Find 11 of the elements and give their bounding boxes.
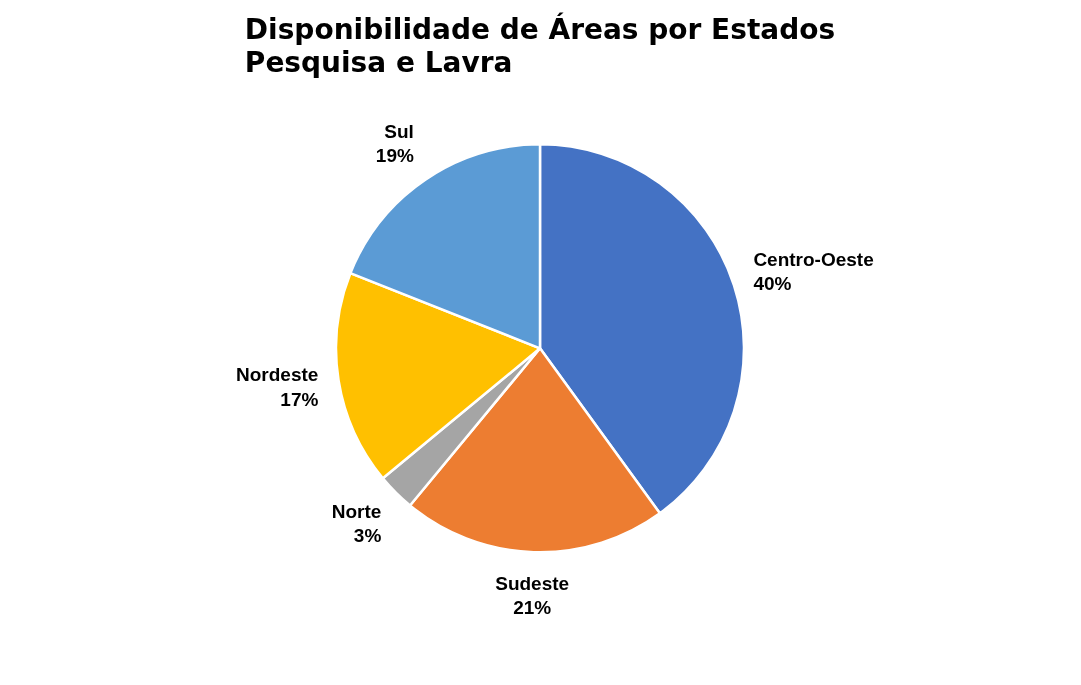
data-label: 17% bbox=[280, 388, 319, 410]
data-label: 19% bbox=[375, 145, 414, 167]
slice-label: Sul bbox=[384, 120, 414, 142]
chart-title: Disponibilidade de Áreas por Estados Pesquisa e Lavra bbox=[244, 11, 836, 79]
slice-label: Norte bbox=[331, 500, 382, 522]
slice-label: Nordeste bbox=[236, 364, 319, 386]
slice-label: Sudeste bbox=[495, 573, 570, 595]
slice-label: Centro-Oeste bbox=[753, 249, 874, 271]
data-label: 40% bbox=[753, 273, 792, 295]
data-label: 21% bbox=[513, 597, 552, 619]
data-label: 3% bbox=[353, 524, 382, 546]
